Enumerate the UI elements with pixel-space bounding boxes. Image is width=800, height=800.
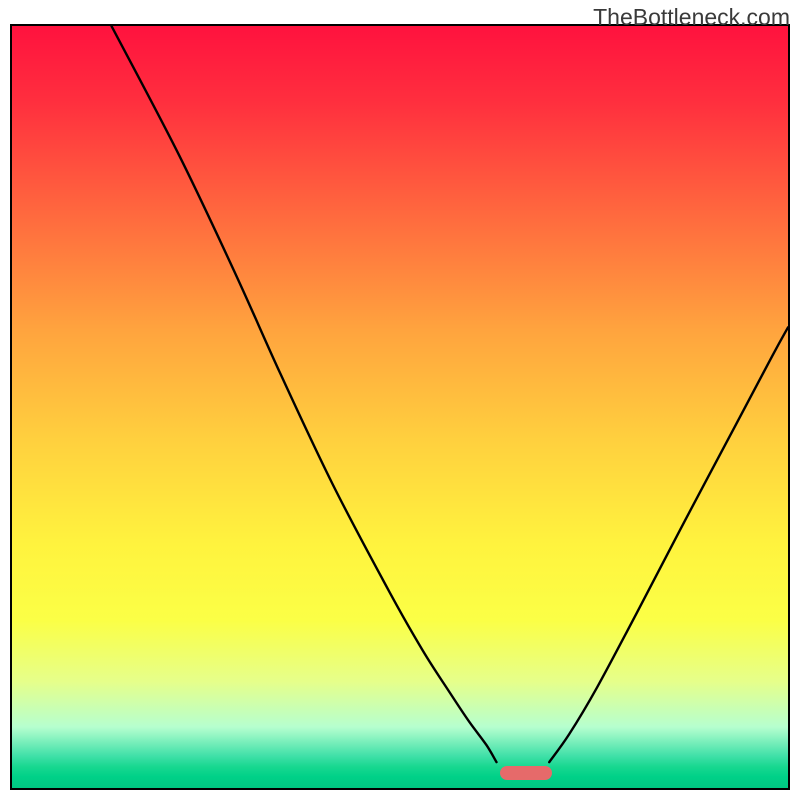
bottleneck-curves <box>12 26 788 788</box>
optimal-range-marker <box>500 766 552 780</box>
left-descent-curve <box>111 26 496 762</box>
right-ascent-curve <box>549 327 788 762</box>
watermark-text: TheBottleneck.com <box>593 4 790 31</box>
bottleneck-chart <box>10 24 790 790</box>
